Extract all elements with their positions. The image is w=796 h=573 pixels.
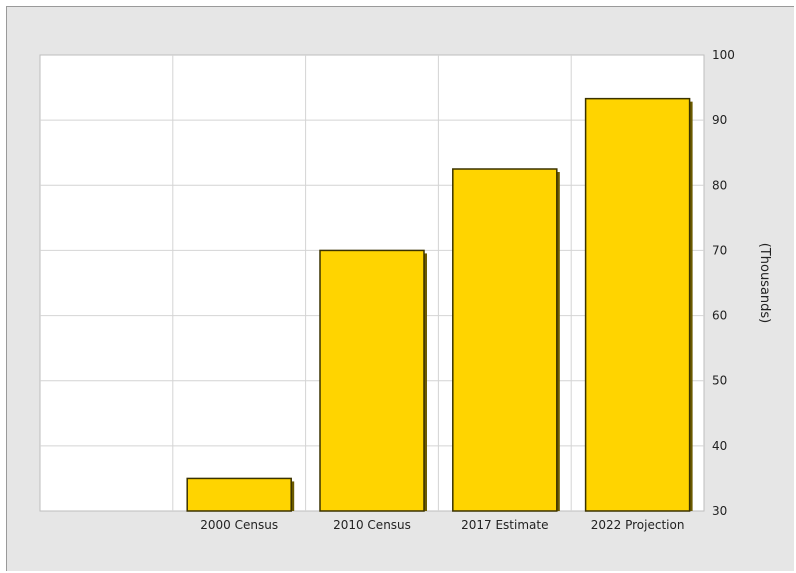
- y-tick-label: 40: [712, 439, 727, 453]
- bars: [186, 97, 693, 512]
- bar: [186, 477, 292, 512]
- y-tick-label: 80: [712, 178, 727, 192]
- bar: [452, 168, 558, 512]
- y-tick-label: 100: [712, 48, 735, 62]
- x-tick-label: 2010 Census: [333, 518, 411, 532]
- x-axis-labels: 2000 Census 2010 Census 2017 Estimate 2022 …: [200, 518, 684, 532]
- y-tick-label: 70: [712, 243, 727, 257]
- chart-frame: 30 40 50 60 70 80 90 100 2000 Census 2010 Census…: [6, 6, 794, 571]
- bar-chart: 30 40 50 60 70 80 90 100 2000 Census 2010 Census…: [39, 48, 772, 532]
- x-tick-label: 2017 Estimate: [461, 518, 548, 532]
- x-tick-label: 2000 Census: [200, 518, 278, 532]
- y-tick-label: 90: [712, 113, 727, 127]
- x-tick-label: 2022 Projection: [591, 518, 685, 532]
- y-axis-title: (Thousands): [757, 243, 772, 324]
- bar: [319, 249, 425, 512]
- y-axis-ticks: 30 40 50 60 70 80 90 100: [712, 48, 735, 518]
- y-tick-label: 50: [712, 374, 727, 388]
- y-tick-label: 60: [712, 309, 727, 323]
- bar: [584, 97, 691, 512]
- y-tick-label: 30: [712, 504, 727, 518]
